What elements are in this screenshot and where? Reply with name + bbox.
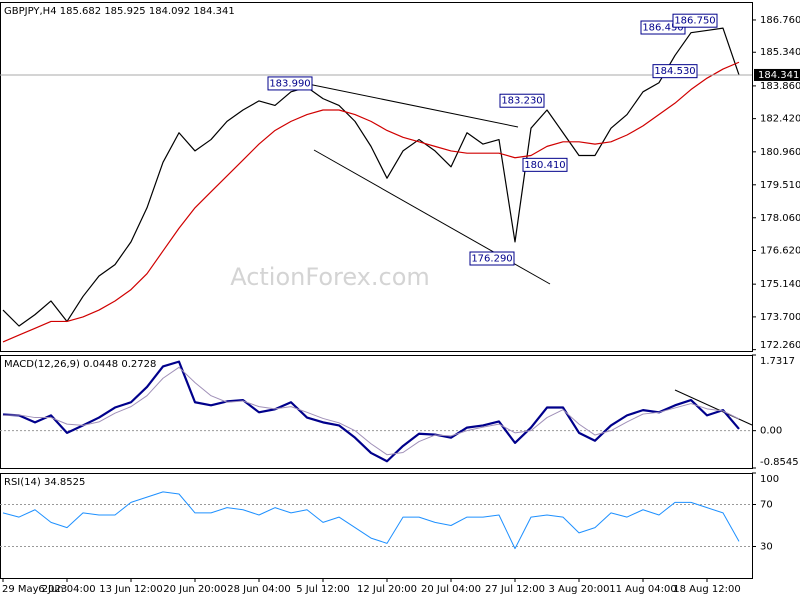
annotation-box [469, 251, 515, 266]
y-tick-label: 186.760 [760, 15, 800, 26]
indicator-name: MACD(12,26,9) [4, 359, 80, 370]
y-tick-label: 175.140 [760, 279, 800, 290]
reading: 34.8525 [44, 477, 85, 488]
y-tick-label: 178.060 [760, 213, 800, 224]
series-line [2, 491, 740, 550]
annotation-box [652, 64, 698, 79]
y-tick-label: 185.340 [760, 47, 800, 58]
panel-frame [0, 2, 753, 352]
annotation-label: 183.230 [501, 96, 542, 107]
y-tick-label: 0.00 [760, 426, 782, 437]
x-tick-label: 27 Jul 12:00 [485, 584, 545, 595]
reading: 0.2728 [121, 359, 156, 370]
x-tick-label: 12 Jul 20:00 [357, 584, 417, 595]
series-line [2, 27, 740, 327]
annotation-label: 184.530 [654, 66, 695, 77]
panel-header: RSI(14) 34.8525 [4, 477, 85, 488]
x-tick-label: 18 Aug 12:00 [673, 584, 740, 595]
current-price-box [754, 68, 800, 81]
annotation-box [267, 76, 313, 91]
y-tick-label: 172.260 [760, 340, 800, 351]
reading: 185.682 [60, 6, 101, 17]
series-line [2, 61, 740, 343]
y-tick-label: 179.510 [760, 180, 800, 191]
indicator-name: RSI(14) [4, 477, 41, 488]
x-tick-label: 28 Jun 04:00 [227, 584, 291, 595]
x-tick-label: 20 Jun 20:00 [163, 584, 227, 595]
annotation-label: 186.450 [642, 23, 683, 34]
annotation-label: 180.410 [524, 160, 565, 171]
annotation-label: 183.990 [269, 78, 310, 89]
y-tick-label: 1.7317 [760, 356, 795, 367]
x-tick-label: 6 Jun 04:00 [38, 584, 95, 595]
y-tick-label: 30 [760, 542, 773, 553]
x-tick-label: 5 Jul 12:00 [296, 584, 350, 595]
annotation-box [672, 13, 718, 28]
reading: 0.0448 [83, 359, 118, 370]
y-tick-label: 182.420 [760, 114, 800, 125]
current-price-label: 184.341 [758, 70, 799, 81]
x-tick-label: 20 Jul 04:00 [421, 584, 481, 595]
x-tick-label: 29 May 2023 [2, 584, 67, 595]
y-tick-label: 183.860 [760, 81, 800, 92]
y-tick-label: 176.620 [760, 246, 800, 257]
y-tick-label: 100 [760, 474, 779, 485]
trend-line [674, 389, 753, 426]
panel-header: GBPJPY,H4 185.682 185.925 184.092 184.34… [4, 6, 235, 17]
y-tick-label: 70 [760, 500, 773, 511]
trend-line [307, 83, 519, 128]
x-tick-label: 3 Aug 20:00 [548, 584, 609, 595]
y-tick-label: 180.960 [760, 147, 800, 158]
reading: 184.341 [193, 6, 234, 17]
watermark: ActionForex.com [230, 263, 430, 291]
x-tick-label: 11 Aug 04:00 [609, 584, 676, 595]
reading: 185.925 [104, 6, 145, 17]
annotation-label: 186.750 [674, 16, 715, 27]
indicator-name: GBPJPY,H4 [4, 6, 57, 17]
panel-header: MACD(12,26,9) 0.0448 0.2728 [4, 359, 156, 370]
panel-frame [0, 355, 753, 469]
y-tick-label: 173.700 [760, 312, 800, 323]
y-tick-label: -0.8545 [760, 457, 799, 468]
annotation-label: 176.290 [471, 254, 512, 265]
series-line [2, 360, 740, 463]
reading: 184.092 [149, 6, 190, 17]
annotation-box [522, 157, 568, 172]
series-line [2, 366, 740, 456]
panel-frame [0, 473, 753, 579]
x-tick-label: 13 Jun 12:00 [99, 584, 163, 595]
annotation-box [499, 93, 545, 108]
